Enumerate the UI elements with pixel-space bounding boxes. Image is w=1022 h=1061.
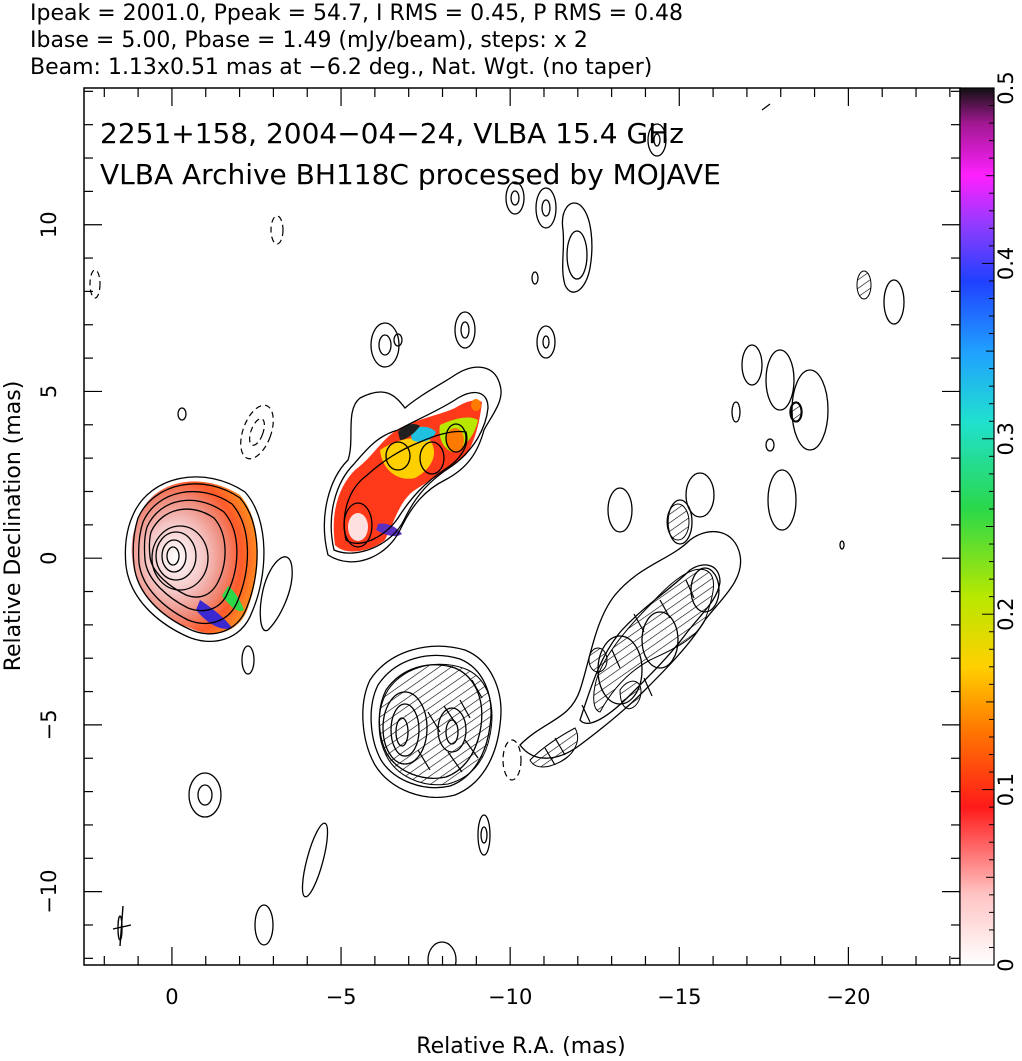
y-tick-label: 0 — [37, 551, 61, 564]
x-tick-label: −5 — [326, 985, 357, 1009]
y-tick-label: −5 — [37, 709, 61, 740]
y-tick-label: 5 — [37, 385, 61, 398]
northern-contours — [505, 123, 803, 452]
header-line-2: Ibase = 5.00, Pbase = 1.49 (mJy/beam), s… — [30, 28, 588, 53]
isolated-contours — [117, 407, 845, 965]
y-tick-label: 10 — [37, 211, 61, 238]
evpa-vectors — [417, 103, 771, 773]
y-axis-label: Relative Declination (mas) — [1, 381, 26, 672]
x-axis: 0 −5 −10 −15 −20 — [103, 88, 951, 1009]
header-line-1: Ipeak = 2001.0, Ppeak = 54.7, I RMS = 0.… — [30, 1, 683, 26]
colorbar-tick-label: 0.2 — [994, 597, 1018, 630]
outer-jet-hatch-6 — [856, 270, 872, 300]
inner-jet-contours — [323, 311, 502, 563]
colorbar-tick-label: 0.1 — [994, 773, 1018, 806]
negative-contours — [89, 215, 522, 781]
jet-pink-spot — [348, 513, 368, 541]
outer-jet-hatch-4 — [666, 503, 690, 541]
jet-orange-spot — [446, 428, 464, 452]
x-tick-label: −10 — [488, 985, 532, 1009]
x-axis-label: Relative R.A. (mas) — [416, 1034, 625, 1059]
x-tick-label: −15 — [657, 985, 701, 1009]
colorbar-axis: 0 0.1 0.2 0.3 0.4 0.5 — [982, 71, 1018, 972]
colorbar-tick-label: 0.3 — [994, 422, 1018, 455]
outer-jet-hatch-3 — [619, 680, 642, 710]
map-content — [89, 103, 905, 965]
header-line-3: Beam: 1.13x0.51 mas at −6.2 deg., Nat. W… — [30, 55, 652, 80]
outer-jet-hatch-2 — [529, 727, 579, 768]
x-tick-label: −20 — [826, 985, 870, 1009]
x-tick-label: 0 — [165, 985, 178, 1009]
plot-annotation-line-2: VLBA Archive BH118C processed by MOJAVE — [100, 158, 721, 191]
y-axis: −10 −5 0 5 10 — [37, 90, 960, 959]
core-blue-edge — [196, 600, 232, 629]
colorbar-tick-label: 0.5 — [994, 71, 1018, 104]
beam-cross — [112, 905, 132, 947]
polarized-intensity-hatching — [378, 270, 872, 786]
plot-annotation-line-1: 2251+158, 2004−04−24, VLBA 15.4 GHz — [100, 117, 684, 150]
colorbar-tick-label: 0 — [994, 958, 1018, 971]
polarization-colour-layer — [131, 399, 482, 634]
outer-jet-contours — [519, 279, 905, 759]
jet-black-edge — [398, 424, 420, 440]
y-tick-label: −10 — [37, 869, 61, 913]
intensity-contours — [117, 123, 905, 965]
outer-jet-hatch-1 — [593, 568, 714, 713]
outer-jet-hatch-5 — [588, 647, 608, 673]
isolated-orange-spot — [471, 399, 481, 411]
outer-jet-hatch-7 — [790, 402, 802, 422]
core-contours — [124, 476, 265, 643]
colorbar-tick-label: 0.4 — [994, 247, 1018, 280]
